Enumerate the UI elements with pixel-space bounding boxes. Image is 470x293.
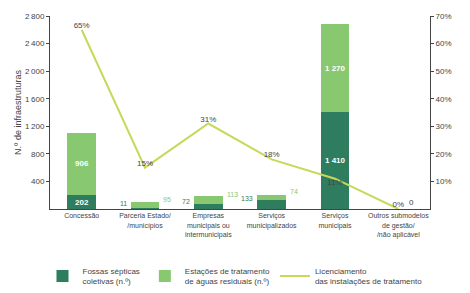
svg-text:Serviçosmunicipais: Serviçosmunicipais xyxy=(318,212,352,229)
svg-text:11%: 11% xyxy=(327,178,342,187)
svg-text:0%: 0% xyxy=(393,200,405,209)
svg-text:1 410: 1 410 xyxy=(325,156,346,165)
svg-text:1 600: 1 600 xyxy=(25,95,45,104)
svg-text:1 200: 1 200 xyxy=(25,122,45,131)
svg-text:50%: 50% xyxy=(436,67,452,76)
svg-text:0: 0 xyxy=(409,198,414,207)
svg-text:30%: 30% xyxy=(436,122,452,131)
svg-text:133: 133 xyxy=(241,195,253,202)
svg-text:60%: 60% xyxy=(436,39,452,48)
svg-text:Serviçosmunicipalizados: Serviçosmunicipalizados xyxy=(247,212,297,229)
svg-text:Empresasmunicipais ouintermuni: Empresasmunicipais ouintermunicipais xyxy=(185,212,232,238)
svg-text:1 270: 1 270 xyxy=(325,64,346,73)
svg-text:800: 800 xyxy=(31,150,45,159)
svg-text:95: 95 xyxy=(163,196,171,203)
svg-text:2 000: 2 000 xyxy=(25,67,45,76)
svg-text:Outros submodelosde gestão//nã: Outros submodelosde gestão//não aplicáve… xyxy=(368,212,429,238)
svg-text:2 400: 2 400 xyxy=(25,39,45,48)
svg-text:2 800: 2 800 xyxy=(25,12,45,21)
svg-text:Licenciamentodas instalações d: Licenciamentodas instalações de tratamen… xyxy=(315,267,422,286)
svg-text:70%: 70% xyxy=(436,12,452,21)
svg-text:10%: 10% xyxy=(436,177,452,186)
svg-text:400: 400 xyxy=(31,177,45,186)
svg-text:72: 72 xyxy=(182,198,190,205)
svg-text:202: 202 xyxy=(75,198,89,207)
svg-text:N.º de infraestruturas: N.º de infraestruturas xyxy=(13,70,23,155)
svg-text:113: 113 xyxy=(227,191,238,198)
svg-text:Concessão: Concessão xyxy=(64,212,99,219)
svg-text:15%: 15% xyxy=(137,159,153,168)
svg-text:31%: 31% xyxy=(200,115,216,124)
svg-text:20%: 20% xyxy=(436,150,452,159)
svg-text:65%: 65% xyxy=(74,21,90,30)
svg-text:40%: 40% xyxy=(436,95,452,104)
svg-text:Fossas sépticascoletivas (n.º): Fossas sépticascoletivas (n.º) xyxy=(83,267,140,286)
svg-text:906: 906 xyxy=(75,159,89,168)
svg-text:Parceria Estado//municípios: Parceria Estado//municípios xyxy=(119,212,171,229)
svg-text:74: 74 xyxy=(290,188,298,195)
svg-text:Estações de tratamentode águas: Estações de tratamentode águas residuais… xyxy=(185,267,270,286)
svg-text:18%: 18% xyxy=(264,150,280,159)
svg-text:11: 11 xyxy=(120,200,127,207)
